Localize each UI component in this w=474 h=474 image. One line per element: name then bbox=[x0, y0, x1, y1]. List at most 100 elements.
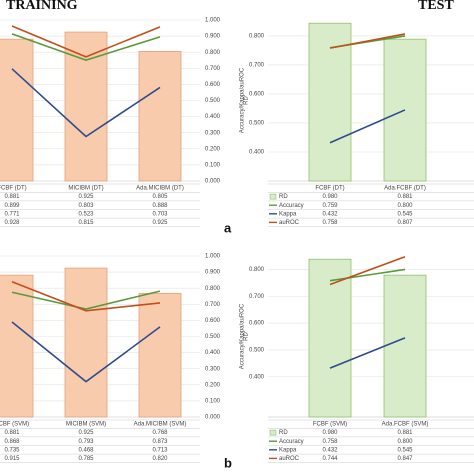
legend-label: Kappa bbox=[279, 447, 297, 453]
y2-tick-label: 0.300 bbox=[205, 130, 221, 136]
legend-label: Accuracy bbox=[279, 203, 304, 209]
y2-tick-label: 0.500 bbox=[205, 334, 221, 340]
line bbox=[11, 25, 161, 58]
category-label: Ada.FCBF (SVM) bbox=[382, 422, 429, 428]
table-value: 0.881 bbox=[4, 194, 20, 200]
y-tick-label: 0.800 bbox=[249, 267, 265, 273]
table-value: 0.805 bbox=[152, 194, 168, 200]
table-value: 0.881 bbox=[397, 194, 413, 200]
legend-label: auROC bbox=[279, 220, 300, 226]
legend-label: RD bbox=[279, 430, 288, 436]
y2-tick-label: 1.000 bbox=[205, 254, 221, 260]
category-label: MICIBM (SVM) bbox=[66, 422, 106, 428]
y-tick-label: 0.500 bbox=[249, 121, 265, 127]
table-value: 0.793 bbox=[78, 439, 94, 445]
table-value: 0.432 bbox=[322, 211, 338, 217]
table-value: 0.545 bbox=[397, 211, 413, 217]
table-value: 0.980 bbox=[322, 430, 338, 436]
table-value: 0.523 bbox=[78, 211, 94, 217]
line bbox=[329, 33, 406, 49]
y2-tick-label: 0.500 bbox=[205, 98, 221, 104]
line bbox=[11, 321, 161, 383]
table-value: 0.820 bbox=[152, 456, 168, 462]
line bbox=[11, 290, 161, 310]
line bbox=[329, 268, 406, 282]
table-value: 0.432 bbox=[322, 447, 338, 453]
legend-label: auROC bbox=[279, 456, 300, 462]
category-label: FCBF (DT) bbox=[0, 186, 27, 192]
table-value: 0.468 bbox=[78, 447, 94, 453]
table-value: 0.771 bbox=[4, 211, 20, 217]
y2-tick-label: 0.100 bbox=[205, 162, 221, 168]
y2-tick-label: 0.900 bbox=[205, 34, 221, 40]
y-axis-label: Accuracy/Kappa/auROC bbox=[240, 67, 246, 133]
table-value: 0.925 bbox=[152, 220, 168, 226]
y2-tick-label: 0.300 bbox=[205, 366, 221, 372]
y-axis-label: Accuracy/Kappa/auROC bbox=[240, 303, 246, 369]
table-value: 0.888 bbox=[152, 203, 168, 209]
category-label: MICIBM (DT) bbox=[68, 186, 103, 192]
table-value: 0.768 bbox=[152, 430, 168, 436]
y2-tick-label: 0.200 bbox=[205, 382, 221, 388]
table-value: 0.881 bbox=[397, 430, 413, 436]
panel-title: TEST bbox=[418, 0, 454, 13]
bar bbox=[64, 267, 108, 418]
bar bbox=[138, 50, 182, 182]
y-tick-label: 0.700 bbox=[249, 294, 265, 300]
panel-label: b bbox=[224, 455, 232, 470]
bar bbox=[308, 22, 352, 182]
table-value: 0.815 bbox=[78, 220, 94, 226]
y2-tick-label: 1.000 bbox=[205, 18, 221, 24]
bar bbox=[383, 274, 427, 418]
table-value: 0.545 bbox=[397, 447, 413, 453]
category-label: FCBF (SVM) bbox=[0, 422, 29, 428]
table-value: 0.703 bbox=[152, 211, 168, 217]
table-value: 0.759 bbox=[322, 203, 338, 209]
legend-label: Kappa bbox=[279, 211, 297, 217]
legend-label: RD bbox=[279, 194, 288, 200]
table-value: 0.980 bbox=[322, 194, 338, 200]
table-value: 0.881 bbox=[4, 430, 20, 436]
y2-tick-label: 0.700 bbox=[205, 302, 221, 308]
y-tick-label: 0.700 bbox=[249, 63, 265, 69]
table-value: 0.899 bbox=[4, 203, 20, 209]
table-value: 0.800 bbox=[397, 439, 413, 445]
y2-tick-label: 0.900 bbox=[205, 270, 221, 276]
category-label: Ada.MICIBM (SVM) bbox=[134, 422, 187, 428]
category-label: FCBF (SVM) bbox=[313, 422, 347, 428]
table-value: 0.735 bbox=[4, 447, 20, 453]
line bbox=[11, 33, 161, 61]
y2-tick-label: 0.600 bbox=[205, 82, 221, 88]
table-value: 0.928 bbox=[4, 220, 20, 226]
table-value: 0.758 bbox=[322, 439, 338, 445]
y-tick-label: 0.800 bbox=[249, 34, 265, 40]
category-label: FCBF (DT) bbox=[315, 186, 344, 192]
y2-axis-label: RD bbox=[244, 332, 250, 341]
y2-axis-label: RD bbox=[244, 96, 250, 105]
table-value: 0.807 bbox=[397, 220, 413, 226]
y2-tick-label: 0.000 bbox=[205, 179, 221, 185]
legend-label: Accuracy bbox=[279, 439, 304, 445]
panel-label: a bbox=[224, 220, 232, 235]
y2-tick-label: 0.800 bbox=[205, 286, 221, 292]
category-label: Ada.FCBF (DT) bbox=[384, 186, 426, 192]
y2-tick-label: 0.400 bbox=[205, 114, 221, 120]
table-value: 0.847 bbox=[397, 456, 413, 462]
table-value: 0.873 bbox=[152, 439, 168, 445]
line bbox=[329, 256, 406, 286]
bar bbox=[308, 258, 352, 418]
line bbox=[11, 68, 161, 138]
bar bbox=[0, 38, 34, 182]
y2-tick-label: 0.800 bbox=[205, 50, 221, 56]
y-tick-label: 0.600 bbox=[249, 321, 265, 327]
category-label: Ada.MICIBM (DT) bbox=[136, 186, 184, 192]
y2-tick-label: 0.100 bbox=[205, 398, 221, 404]
table-value: 0.800 bbox=[397, 203, 413, 209]
y2-tick-label: 0.600 bbox=[205, 318, 221, 324]
table-value: 0.744 bbox=[322, 456, 338, 462]
table-value: 0.785 bbox=[78, 456, 94, 462]
y2-tick-label: 0.000 bbox=[205, 415, 221, 421]
table-value: 0.868 bbox=[4, 439, 20, 445]
line bbox=[329, 109, 406, 144]
